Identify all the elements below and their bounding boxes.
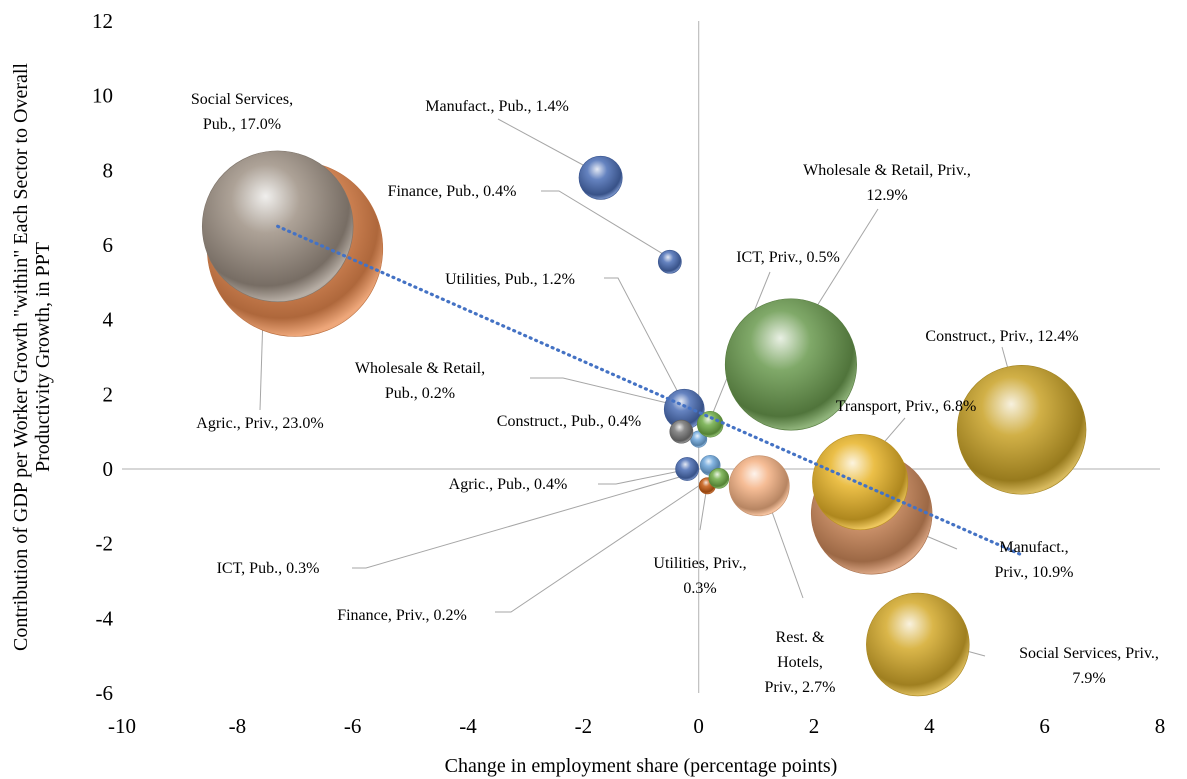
bubbles — [201, 150, 1087, 697]
bubble-point — [724, 298, 857, 431]
bubble-point — [696, 410, 724, 438]
bubble-data-label-line: Wholesale & Retail, — [355, 360, 485, 377]
bubble-data-label-line: Finance, Pub., 0.4% — [388, 183, 517, 200]
leader-line — [598, 469, 686, 485]
bubble-data-label-line: Utilities, Priv., — [653, 555, 746, 572]
bubble-labels: Agric., Priv., 23.0% Social Services, Pub.… — [191, 91, 1159, 696]
bubble-data-label: Rest. & Hotels, Priv., 2.7% — [765, 629, 836, 696]
bubble-data-label-line: Wholesale & Retail, Priv., — [803, 162, 971, 179]
leader-line — [497, 118, 597, 173]
bubble-data-label-line: Utilities, Pub., 1.2% — [445, 271, 575, 288]
y-tick-label: 12 — [92, 9, 113, 33]
x-tick-label: 8 — [1155, 714, 1166, 738]
bubble-data-label: Transport, Priv., 6.8% — [836, 398, 977, 415]
bubble-data-label: Wholesale & Retail, Pub., 0.2% — [355, 360, 485, 402]
x-tick-label: 4 — [924, 714, 935, 738]
bubble-data-label: Agric., Priv., 23.0% — [196, 415, 323, 432]
bubble-point — [578, 155, 623, 200]
leader-line — [541, 190, 669, 258]
tick-labels: -10 -8 -6 -4 -2 0 2 4 6 8 -6 -4 -2 0 2 4 6 8 10 12 — [92, 9, 1165, 738]
x-tick-label: -8 — [229, 714, 247, 738]
y-tick-label: 10 — [92, 84, 113, 108]
bubble-point — [956, 365, 1087, 495]
trendline — [276, 224, 1024, 557]
bubble-data-label: Manufact., Pub., 1.4% — [425, 98, 569, 115]
bubble-data-label-line: ICT, Pub., 0.3% — [217, 560, 320, 577]
trendline-group — [276, 224, 1024, 557]
bubble-data-label: Finance, Pub., 0.4% — [388, 183, 517, 200]
y-tick-label: -2 — [96, 532, 114, 556]
bubble-data-label: Wholesale & Retail, Priv., 12.9% — [803, 162, 971, 204]
bubble-data-label-line: Construct., Priv., 12.4% — [925, 328, 1078, 345]
y-axis-title-line: Contribution of GDP per Worker Growth "w… — [10, 63, 32, 651]
bubble-point — [728, 455, 790, 517]
bubble-data-label: Social Services, Priv., 7.9% — [1019, 645, 1159, 687]
bubble-data-label-line: Social Services, — [191, 91, 293, 108]
bubble-data-label-line: Agric., Pub., 0.4% — [449, 476, 568, 493]
bubble-point — [675, 457, 700, 481]
bubble-data-label: Finance, Priv., 0.2% — [337, 607, 467, 624]
y-tick-label: 8 — [103, 158, 114, 182]
x-tick-label: 0 — [693, 714, 704, 738]
bubble-data-label-line: Manufact., — [999, 539, 1068, 556]
bubble-point — [669, 419, 694, 444]
bubble-data-label-line: Transport, Priv., 6.8% — [836, 398, 977, 415]
bubble-data-label-line: 7.9% — [1072, 670, 1105, 687]
bubble-data-label-line: Social Services, Priv., — [1019, 645, 1159, 662]
y-tick-label: 0 — [103, 457, 114, 481]
y-tick-label: 4 — [103, 308, 114, 332]
bubble-data-label-line: Pub., 17.0% — [203, 116, 281, 133]
bubble-point — [657, 249, 682, 274]
bubble-data-label: ICT, Priv., 0.5% — [736, 249, 840, 266]
y-tick-label: 6 — [103, 233, 114, 257]
bubble-data-label-line: Priv., 10.9% — [995, 564, 1074, 581]
y-tick-label: -4 — [96, 606, 114, 630]
bubble-data-label-line: Pub., 0.2% — [385, 385, 455, 402]
bubble-point — [866, 592, 970, 697]
y-axis-title-line: Productivity Growth, in PPT — [32, 242, 54, 472]
x-tick-label: -6 — [344, 714, 362, 738]
bubble-data-label-line: Manufact., Pub., 1.4% — [425, 98, 569, 115]
x-tick-label: 6 — [1039, 714, 1050, 738]
leader-line — [352, 473, 691, 569]
x-tick-label: -10 — [108, 714, 136, 738]
bubble-data-label: Agric., Pub., 0.4% — [449, 476, 568, 493]
bubble-data-label: ICT, Pub., 0.3% — [217, 560, 320, 577]
bubble-data-label-line: Finance, Priv., 0.2% — [337, 607, 467, 624]
x-tick-label: 2 — [809, 714, 820, 738]
leader-line — [530, 377, 689, 409]
bubble-data-label-line: 0.3% — [683, 580, 716, 597]
x-axis-title: Change in employment share (percentage p… — [445, 755, 838, 777]
y-tick-label: 2 — [103, 382, 114, 406]
bubble-data-label: Construct., Pub., 0.4% — [497, 413, 641, 430]
bubble-data-label: Utilities, Priv., 0.3% — [653, 555, 746, 597]
leader-line — [495, 484, 701, 613]
bubble-data-label: Manufact., Priv., 10.9% — [995, 539, 1074, 581]
bubble-data-label: Utilities, Pub., 1.2% — [445, 271, 575, 288]
bubble-data-label-line: 12.9% — [866, 187, 907, 204]
x-tick-label: -4 — [459, 714, 477, 738]
x-tick-label: -2 — [575, 714, 593, 738]
bubble-data-label-line: ICT, Priv., 0.5% — [736, 249, 840, 266]
bubble-data-label-line: Priv., 2.7% — [765, 679, 836, 696]
y-tick-label: -6 — [96, 681, 114, 705]
bubble-data-label: Social Services, Pub., 17.0% — [191, 91, 293, 133]
bubble-point — [708, 468, 730, 489]
leader-line — [604, 277, 683, 401]
axis-titles: Change in employment share (percentage p… — [10, 63, 837, 777]
bubble-data-label: Construct., Priv., 12.4% — [925, 328, 1078, 345]
bubble-data-label-line: Rest. & — [776, 629, 825, 646]
y-axis-title: Contribution of GDP per Worker Growth "w… — [10, 63, 54, 651]
bubble-data-label-line: Hotels, — [777, 654, 823, 671]
bubble-data-label-line: Construct., Pub., 0.4% — [497, 413, 641, 430]
bubble-data-label-line: Agric., Priv., 23.0% — [196, 415, 323, 432]
